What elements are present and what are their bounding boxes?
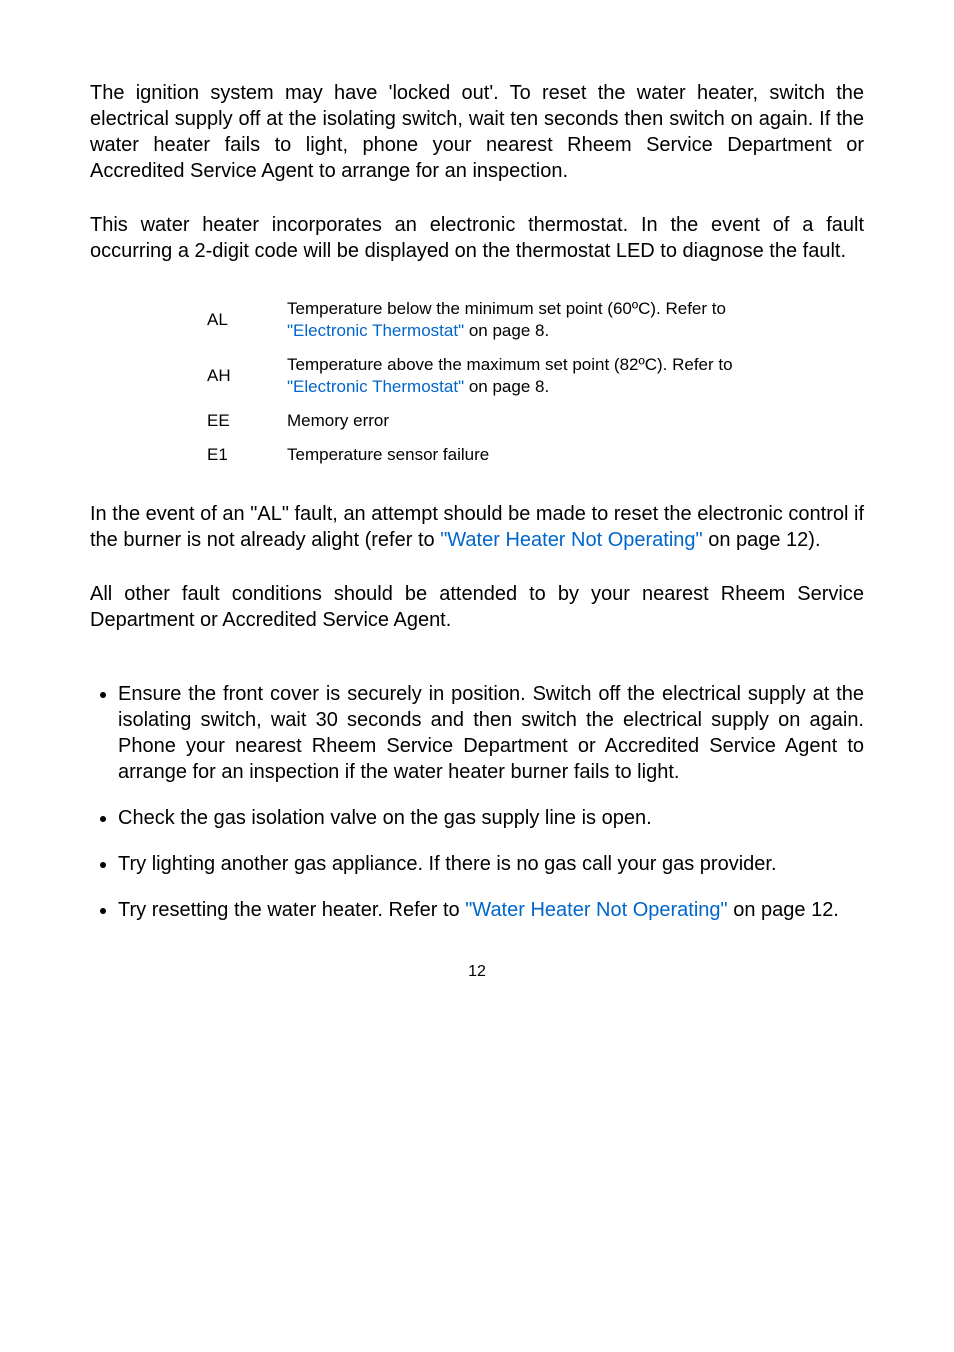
table-row: EE Memory error — [197, 404, 757, 438]
b4-post: on page 12. — [728, 899, 839, 921]
desc-pre: Temperature above the maximum set point … — [287, 355, 733, 374]
paragraph-3: In the event of an "AL" fault, an attemp… — [90, 501, 864, 553]
paragraph-2: This water heater incorporates an electr… — [90, 212, 864, 264]
fault-code-table: AL Temperature below the minimum set poi… — [197, 292, 757, 473]
list-item: Check the gas isolation valve on the gas… — [118, 805, 864, 831]
desc-cell: Memory error — [277, 404, 757, 438]
table-row: E1 Temperature sensor failure — [197, 438, 757, 472]
table-row: AH Temperature above the maximum set poi… — [197, 348, 757, 404]
desc-cell: Temperature above the maximum set point … — [277, 348, 757, 404]
list-item: Ensure the front cover is securely in po… — [118, 681, 864, 785]
desc-pre: Temperature below the minimum set point … — [287, 299, 726, 318]
table-row: AL Temperature below the minimum set poi… — [197, 292, 757, 348]
desc-cell: Temperature sensor failure — [277, 438, 757, 472]
list-item: Try lighting another gas appliance. If t… — [118, 851, 864, 877]
water-heater-not-operating-link[interactable]: "Water Heater Not Operating" — [465, 899, 727, 921]
paragraph-4: All other fault conditions should be att… — [90, 581, 864, 633]
paragraph-1: The ignition system may have 'locked out… — [90, 80, 864, 184]
water-heater-not-operating-link[interactable]: "Water Heater Not Operating" — [440, 529, 702, 551]
code-cell: EE — [197, 404, 277, 438]
list-item: Try resetting the water heater. Refer to… — [118, 897, 864, 923]
b4-pre: Try resetting the water heater. Refer to — [118, 899, 465, 921]
p3-post: on page 12). — [703, 529, 821, 551]
electronic-thermostat-link[interactable]: "Electronic Thermostat" — [287, 377, 464, 396]
bullet-list: Ensure the front cover is securely in po… — [90, 681, 864, 923]
code-cell: AL — [197, 292, 277, 348]
page-number: 12 — [90, 963, 864, 981]
code-cell: E1 — [197, 438, 277, 472]
desc-cell: Temperature below the minimum set point … — [277, 292, 757, 348]
code-cell: AH — [197, 348, 277, 404]
desc-post: on page 8. — [464, 377, 549, 396]
desc-post: on page 8. — [464, 321, 549, 340]
electronic-thermostat-link[interactable]: "Electronic Thermostat" — [287, 321, 464, 340]
